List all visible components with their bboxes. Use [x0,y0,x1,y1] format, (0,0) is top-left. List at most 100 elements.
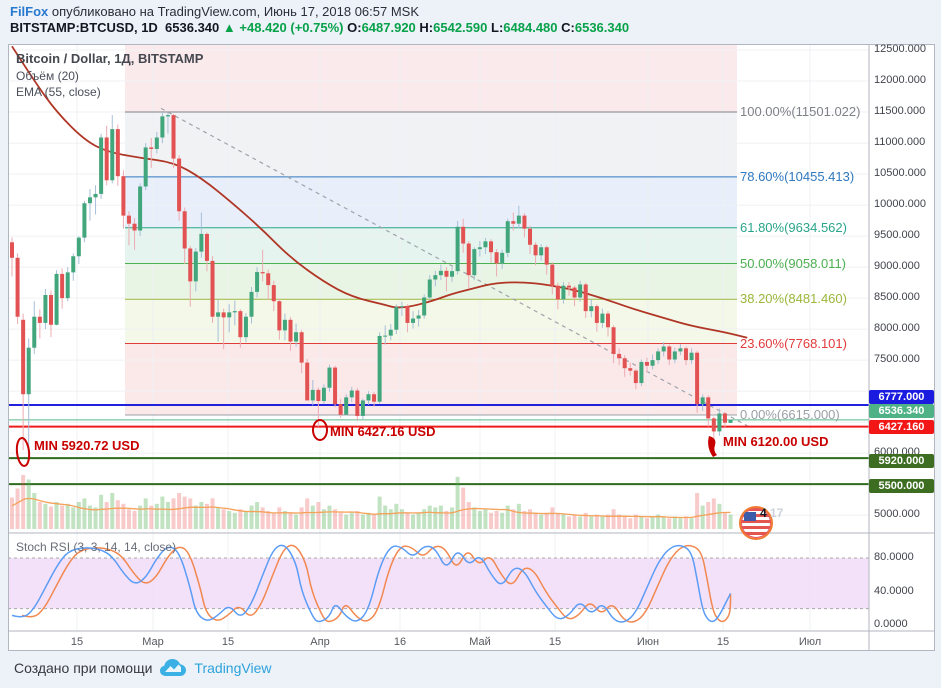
tradingview-logo-icon [160,659,187,676]
candle-body [477,247,482,250]
candle-body [115,129,120,177]
volume-bar [583,512,588,529]
tradingview-brand-link[interactable]: TradingView [194,659,272,676]
candle-body [227,312,232,318]
volume-bar [132,511,137,529]
x-axis-tick: 16 [394,636,406,648]
candle-body [611,327,616,354]
volume-bar [344,514,349,529]
candle-body [26,347,31,395]
volume-bar [255,502,260,529]
volume-bar [422,509,427,529]
fib-band [125,299,737,344]
x-axis-strip [8,631,935,651]
volume-bar [605,514,610,529]
candle-body [210,260,215,317]
stoch-d-line [21,544,732,623]
close-value: 6536.340 [574,20,630,35]
volume-bar [516,503,521,529]
candle-body [193,251,198,282]
volume-bar [65,503,70,529]
candle-body [722,413,727,423]
candle-body [583,284,588,312]
chart-frame [8,44,935,651]
candle-body [288,319,293,342]
volume-bar [271,512,276,529]
volume-bar [438,505,443,529]
volume-bar [316,502,321,529]
volume-bar [355,511,360,529]
volume-bar [477,511,482,529]
candle-body [578,284,583,298]
volume-bar [416,512,421,529]
candle-body [505,221,510,253]
candle-body [282,319,287,331]
low-label: L: [491,20,504,35]
candle-body [466,243,471,276]
candle-body [32,316,37,348]
candle-body [305,362,310,401]
x-axis-tick: 15 [549,636,561,648]
min-circle-5920 [15,437,31,467]
min-marker-6120 [708,436,717,457]
volume-bar [294,514,299,529]
open-value: 6487.920 [361,20,416,35]
volume-bar [82,498,87,529]
volume-bar [622,516,627,529]
candle-body [711,418,716,432]
volume-bar [54,502,59,529]
volume-bar [199,502,204,529]
volume-ma-line [11,497,731,519]
volume-bar [188,498,193,529]
volume-bar [87,505,92,529]
candle-body [494,252,499,264]
candle-body [450,271,455,277]
candle-body [299,332,304,363]
candle-body [321,387,326,402]
candle-body [327,367,332,388]
volume-bar [71,507,76,529]
volume-bar [238,509,243,529]
volume-bar [572,514,577,529]
candle-body [177,158,182,212]
x-axis-tick: Мар [142,636,164,648]
candle-body [355,390,360,416]
candle-body [539,247,544,256]
ema-55-line [11,45,748,339]
volume-bar [37,502,42,529]
volume-bar [567,516,571,529]
volume-bar [338,512,343,529]
volume-bar [633,514,638,529]
volume-bar [555,512,560,529]
volume-bar [594,514,599,529]
main-chart-svg[interactable]: 15 Мар 15 Апр 16 Май 15 Июн 15 Июл [8,44,935,651]
candle-body [683,348,688,361]
up-arrow-icon: ▲ [222,20,236,35]
volume-bar [689,518,694,529]
byline-brand: FilFox [10,4,49,19]
volume-bar [427,505,432,529]
candle-body [338,404,343,415]
volume-bar [650,516,655,529]
volume-bar [232,512,237,529]
volume-bar [411,514,416,529]
candle-body [388,329,393,336]
volume-bar [511,509,516,529]
candle-body [110,129,115,181]
volume-bar [617,514,622,529]
chart-widget[interactable]: 15 Мар 15 Апр 16 Май 15 Июн 15 Июл Bitcoin / Doll… [8,43,935,651]
candle-body [93,193,98,198]
candle-body [37,316,42,323]
volume-bar [366,512,371,529]
candle-body [661,346,666,352]
candle-body [444,270,449,277]
volume-bar [672,516,677,529]
candle-body [594,306,599,323]
candle-body [10,242,14,258]
volume-bar [500,512,505,529]
candle-body [333,367,338,405]
volume-bar [433,507,438,529]
candle-body [528,228,533,245]
volume-bar [494,511,499,529]
volume-bar [472,507,477,529]
